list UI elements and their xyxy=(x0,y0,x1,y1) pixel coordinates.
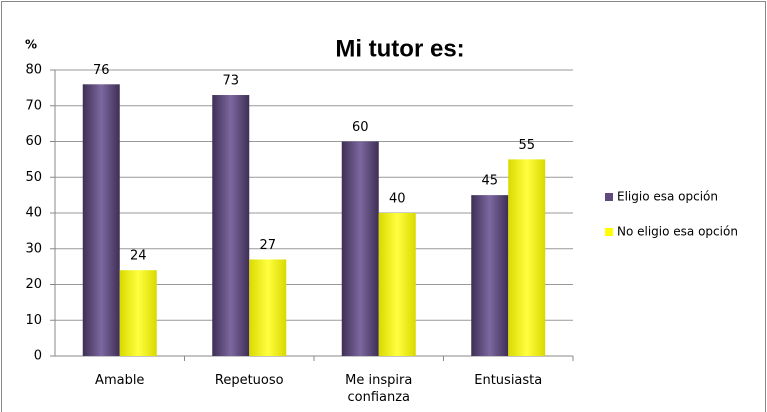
y-tick-label: 20 xyxy=(25,277,42,292)
x-tick-label: Amable xyxy=(95,373,145,388)
y-tick-label: 50 xyxy=(25,170,42,185)
data-label: 55 xyxy=(518,138,535,153)
bar xyxy=(212,95,250,357)
x-tick-label: Entusiasta xyxy=(474,373,543,388)
y-tick-label: 70 xyxy=(25,98,42,113)
y-tick-label: 0 xyxy=(34,349,42,364)
bar xyxy=(119,270,157,356)
y-tick-label: 40 xyxy=(25,206,42,221)
data-label: 24 xyxy=(130,249,147,264)
bar xyxy=(249,259,287,356)
legend-label: No eligio esa opción xyxy=(617,225,738,239)
y-axis-label: % xyxy=(25,38,37,52)
bar xyxy=(508,159,546,356)
data-label: 73 xyxy=(222,74,239,89)
data-label: 45 xyxy=(481,174,498,189)
y-tick-label: 10 xyxy=(25,313,42,328)
bar xyxy=(82,84,120,357)
data-label: 76 xyxy=(93,63,110,78)
bar xyxy=(378,213,416,356)
x-tick-label: Me inspira confianza xyxy=(345,373,413,405)
y-tick-label: 60 xyxy=(25,134,42,149)
data-label: 27 xyxy=(259,238,276,253)
legend-label: Eligio esa opción xyxy=(617,190,718,204)
data-label: 60 xyxy=(352,120,369,135)
data-label: 40 xyxy=(389,192,406,207)
y-tick-label: 30 xyxy=(25,241,42,256)
legend-marker xyxy=(605,228,613,236)
chart-title: Mi tutor es: xyxy=(335,35,464,62)
x-tick-label: Repetuoso xyxy=(214,373,284,388)
bar xyxy=(471,195,509,356)
y-tick-label: 80 xyxy=(25,63,42,78)
bar xyxy=(341,141,379,356)
legend-marker xyxy=(605,193,613,201)
